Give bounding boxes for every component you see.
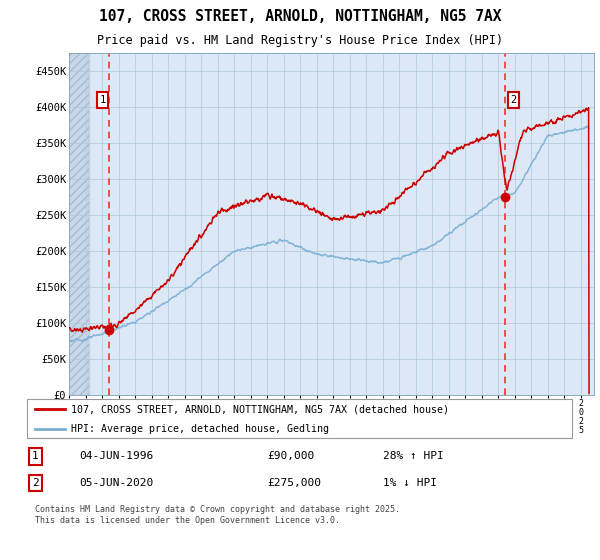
Text: 2: 2 — [511, 95, 517, 105]
Bar — [69, 53, 89, 395]
Text: £275,000: £275,000 — [267, 478, 321, 488]
FancyBboxPatch shape — [27, 399, 572, 438]
Text: £90,000: £90,000 — [267, 451, 314, 461]
Text: HPI: Average price, detached house, Gedling: HPI: Average price, detached house, Gedl… — [71, 424, 329, 434]
Text: 107, CROSS STREET, ARNOLD, NOTTINGHAM, NG5 7AX (detached house): 107, CROSS STREET, ARNOLD, NOTTINGHAM, N… — [71, 404, 449, 414]
Text: 04-JUN-1996: 04-JUN-1996 — [79, 451, 154, 461]
Text: Contains HM Land Registry data © Crown copyright and database right 2025.
This d: Contains HM Land Registry data © Crown c… — [35, 506, 400, 525]
Text: 28% ↑ HPI: 28% ↑ HPI — [383, 451, 443, 461]
Text: Price paid vs. HM Land Registry's House Price Index (HPI): Price paid vs. HM Land Registry's House … — [97, 34, 503, 46]
Text: 1% ↓ HPI: 1% ↓ HPI — [383, 478, 437, 488]
Text: 1: 1 — [32, 451, 38, 461]
Text: 2: 2 — [32, 478, 38, 488]
Text: 1: 1 — [100, 95, 106, 105]
Text: 05-JUN-2020: 05-JUN-2020 — [79, 478, 154, 488]
Text: 107, CROSS STREET, ARNOLD, NOTTINGHAM, NG5 7AX: 107, CROSS STREET, ARNOLD, NOTTINGHAM, N… — [99, 8, 501, 24]
Bar — [69, 53, 89, 395]
